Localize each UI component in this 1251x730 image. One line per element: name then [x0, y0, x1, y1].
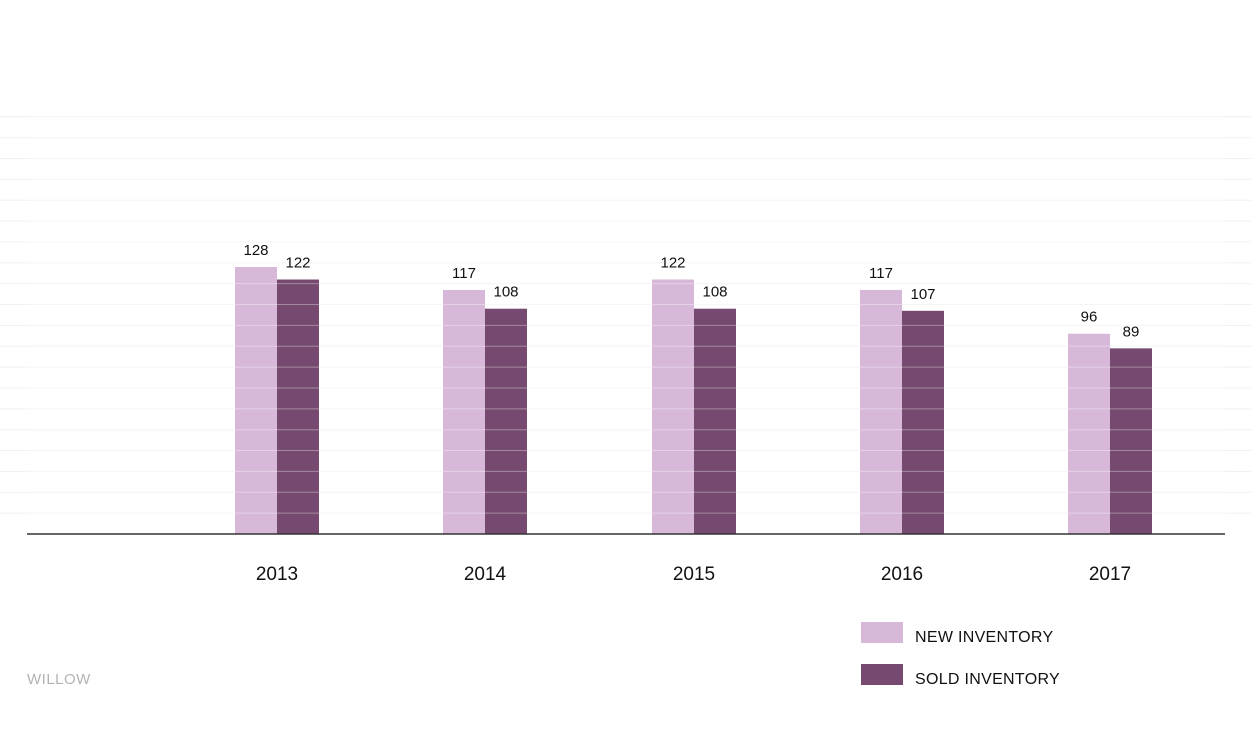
value-label-sold-inventory-2015: 108 — [702, 284, 727, 301]
value-label-sold-inventory-2014: 108 — [493, 284, 518, 301]
bar-sold-inventory-2014 — [485, 308, 527, 534]
value-label-sold-inventory-2016: 107 — [910, 286, 935, 303]
legend-label-sold-inventory: SOLD INVENTORY — [915, 671, 1060, 688]
legend-swatch-sold-inventory — [861, 664, 903, 685]
brand-watermark: WILLOW — [27, 671, 91, 688]
x-tick-label-2014: 2014 — [464, 564, 507, 585]
bar-sold-inventory-2013 — [277, 279, 319, 534]
value-label-new-inventory-2015: 122 — [660, 255, 685, 272]
value-label-sold-inventory-2017: 89 — [1123, 323, 1140, 340]
x-tick-label-2017: 2017 — [1089, 564, 1131, 585]
value-label-new-inventory-2017: 96 — [1081, 309, 1098, 326]
bar-new-inventory-2017 — [1068, 333, 1110, 534]
x-tick-label-2015: 2015 — [673, 564, 715, 585]
x-axis-ticks: 2013 2014 2015 2016 2017 — [256, 564, 1131, 585]
bar-sold-inventory-2017 — [1110, 348, 1152, 534]
bar-new-inventory-2013 — [235, 266, 277, 534]
value-label-sold-inventory-2013: 122 — [285, 255, 310, 272]
legend-swatch-new-inventory — [861, 622, 903, 643]
bar-new-inventory-2014 — [443, 289, 485, 534]
bar-sold-inventory-2015 — [694, 308, 736, 534]
value-labels: 128 122 117 108 122 108 117 107 96 89 — [243, 242, 1139, 340]
value-label-new-inventory-2013: 128 — [243, 242, 268, 259]
bars — [27, 116, 1225, 534]
legend-label-new-inventory: NEW INVENTORY — [915, 629, 1053, 646]
value-label-new-inventory-2014: 117 — [452, 265, 476, 282]
bar-sold-inventory-2016 — [902, 310, 944, 534]
x-tick-label-2016: 2016 — [881, 564, 923, 585]
bar-new-inventory-2016 — [860, 289, 902, 534]
bar-new-inventory-2015 — [652, 279, 694, 534]
legend: NEW INVENTORY SOLD INVENTORY — [861, 622, 1060, 688]
gridlines — [0, 116, 1251, 514]
x-tick-label-2013: 2013 — [256, 564, 298, 585]
value-label-new-inventory-2016: 117 — [869, 265, 893, 282]
